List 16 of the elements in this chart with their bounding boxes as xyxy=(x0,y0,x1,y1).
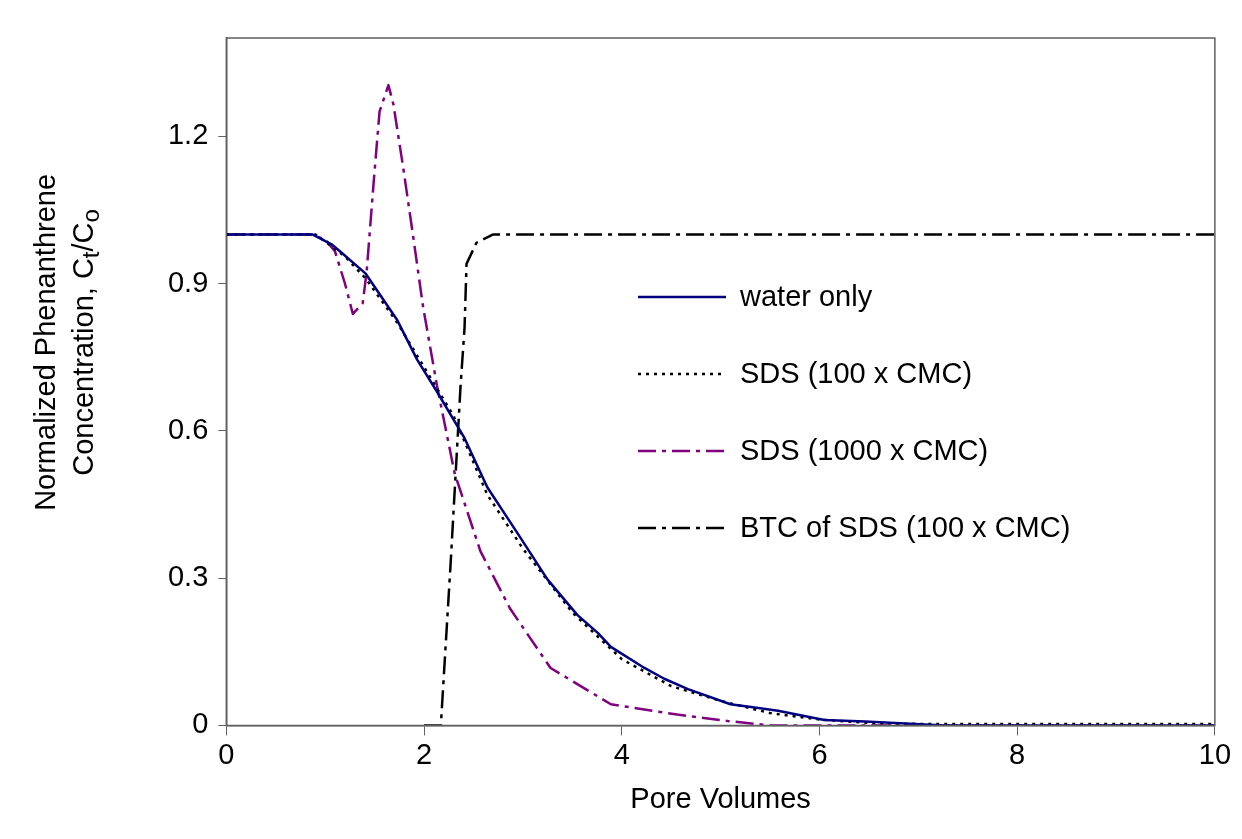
x-axis-title: Pore Volumes xyxy=(630,781,811,814)
x-tick-label: 0 xyxy=(218,737,235,770)
legend-label: water only xyxy=(740,280,873,313)
x-tick-label: 8 xyxy=(1009,737,1026,770)
x-tick-label: 4 xyxy=(613,737,630,770)
y-tick-label: 0 xyxy=(192,707,209,740)
legend-label: BTC of SDS (100 x CMC) xyxy=(740,511,1071,544)
y-tick-label: 0.3 xyxy=(167,560,209,593)
legend-label: SDS (1000 x CMC) xyxy=(740,434,989,467)
x-tick-label: 10 xyxy=(1198,737,1231,770)
y-tick-label: 0.9 xyxy=(167,265,209,298)
legend-label: SDS (100 x CMC) xyxy=(740,357,973,390)
y-tick-label: 1.2 xyxy=(167,118,209,151)
y-tick-label: 0.6 xyxy=(167,412,209,445)
x-tick-label: 2 xyxy=(415,737,433,770)
x-tick-label: 6 xyxy=(811,737,828,770)
